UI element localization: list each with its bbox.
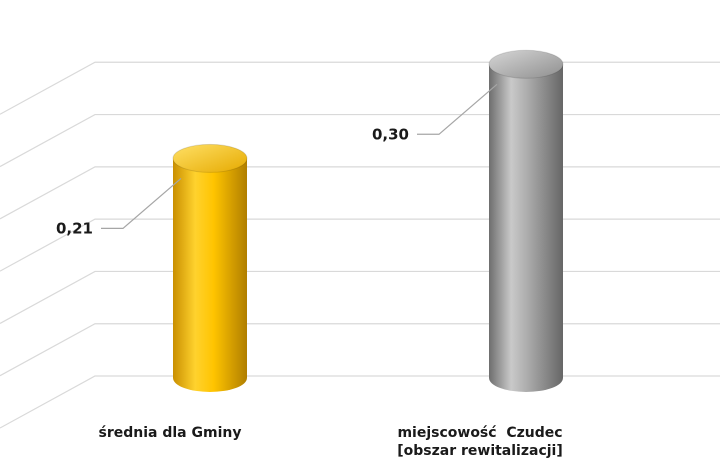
category-label-gmina: średnia dla Gminy: [98, 425, 242, 441]
data-label-0: 0,21: [56, 219, 93, 237]
bar-1: [488, 49, 564, 393]
gridline: [0, 270, 720, 324]
data-labels: 0,21 0,30: [56, 83, 498, 237]
gridline: [0, 375, 720, 429]
bar-0: [172, 143, 248, 392]
gridline: [0, 323, 720, 377]
bar-top: [488, 49, 564, 79]
gridline: [0, 218, 720, 272]
gridlines: [0, 61, 720, 429]
leader-line: [417, 83, 498, 135]
data-label-1: 0,30: [372, 125, 409, 143]
gridline: [0, 61, 720, 115]
leader-line: [101, 177, 182, 229]
gridline: [0, 113, 720, 168]
bar-body: [489, 64, 563, 393]
bars: [172, 49, 564, 393]
bar-top: [172, 143, 248, 173]
bar-body: [173, 158, 247, 392]
category-label-czudec: miejscowość Czudec [obszar rewitalizacji…: [397, 425, 563, 459]
gridline: [0, 166, 720, 220]
